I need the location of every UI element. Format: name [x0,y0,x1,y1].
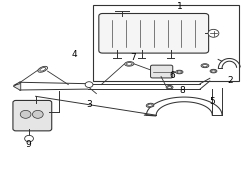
Circle shape [85,82,93,87]
Text: 7: 7 [130,53,136,62]
Ellipse shape [168,86,172,88]
Text: 3: 3 [86,100,92,109]
Ellipse shape [38,66,48,72]
Bar [93,5,239,81]
Text: 9: 9 [25,140,31,149]
FancyBboxPatch shape [151,65,173,78]
Circle shape [20,110,31,118]
Circle shape [32,110,43,118]
Ellipse shape [148,104,152,107]
Text: 6: 6 [169,71,175,80]
Polygon shape [144,114,156,116]
Ellipse shape [125,62,134,66]
Ellipse shape [203,64,207,67]
Text: 5: 5 [209,97,215,106]
Text: 8: 8 [179,86,185,94]
Ellipse shape [40,68,46,71]
Ellipse shape [177,71,182,73]
Polygon shape [13,82,20,86]
Ellipse shape [127,62,132,65]
Circle shape [208,29,219,37]
Ellipse shape [146,103,154,107]
Text: 2: 2 [228,76,234,85]
FancyBboxPatch shape [13,100,52,131]
FancyBboxPatch shape [99,14,209,53]
Text: 1: 1 [176,2,182,11]
Text: 4: 4 [71,50,77,59]
Ellipse shape [210,69,217,73]
Ellipse shape [166,86,173,89]
Ellipse shape [212,70,215,72]
Ellipse shape [176,70,183,74]
Ellipse shape [201,64,209,68]
Polygon shape [13,82,21,91]
Circle shape [25,135,33,142]
